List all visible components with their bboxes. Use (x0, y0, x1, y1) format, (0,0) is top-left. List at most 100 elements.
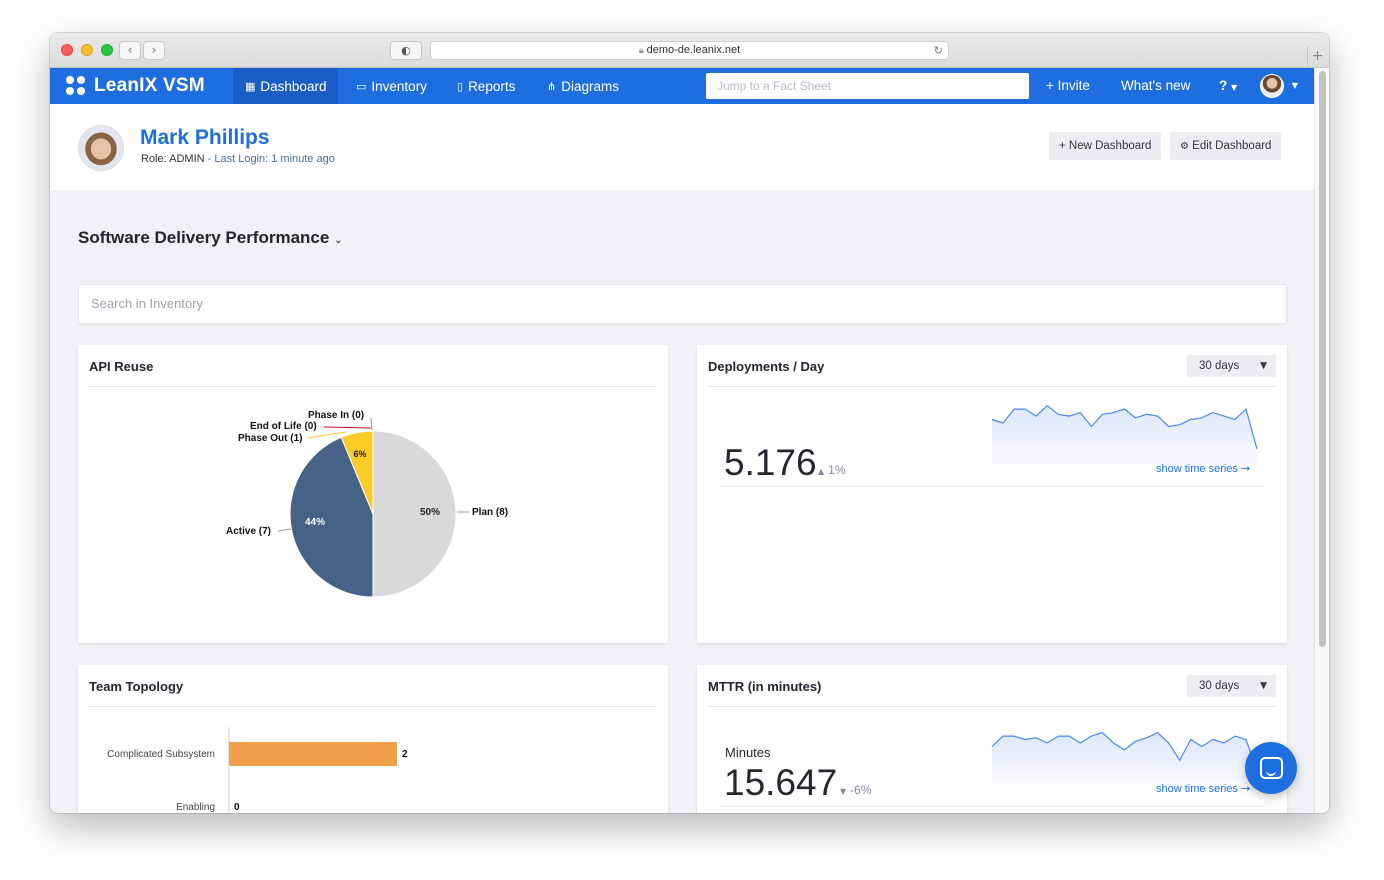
period-select-value: 30 days (1199, 360, 1240, 372)
period-select[interactable]: 30 days ▼ (1187, 355, 1276, 377)
leader-line-phase-in (370, 417, 373, 431)
sparkline-line (991, 731, 1258, 771)
address-bar[interactable]: 🔒︎ demo-de.leanix.net ↻ (430, 41, 949, 60)
deployments-delta-value: 1% (828, 463, 846, 477)
lock-icon: 🔒︎ (638, 46, 644, 56)
leader-line-active (277, 528, 292, 532)
divider (89, 386, 657, 387)
forward-button[interactable]: › (143, 41, 165, 60)
chevron-down-icon: ▼ (1231, 83, 1238, 92)
minimize-window-button[interactable] (81, 44, 93, 56)
close-window-button[interactable] (61, 44, 73, 56)
mttr-value: 15.647 (724, 762, 838, 803)
show-time-series-link[interactable]: show time series → (1156, 782, 1250, 795)
pie-slice-plan[interactable] (372, 430, 457, 598)
mttr-delta: ▼ -6% (840, 783, 872, 797)
arrow-right-icon: → (1240, 782, 1251, 795)
new-dashboard-button[interactable]: + New Dashboard (1049, 132, 1162, 160)
mttr-card: MTTR (in minutes) 30 days ▼ Minutes 15.64… (697, 665, 1287, 813)
pie-label-active: Active (7) (226, 526, 271, 537)
pie-percent-phase-out: 6% (353, 449, 366, 459)
edit-dashboard-button[interactable]: ⚙ Edit Dashboard (1170, 132, 1282, 160)
inventory-search-input[interactable]: Search in Inventory (78, 284, 1287, 324)
show-time-series-label: show time series (1156, 783, 1238, 795)
browser-titlebar: ‹ › ◐ 🔒︎ demo-de.leanix.net ↻ + (50, 33, 1329, 68)
user-avatar-menu[interactable] (1260, 74, 1284, 98)
reload-icon[interactable]: ↻ (933, 44, 943, 57)
leader-line-end-of-life (323, 426, 372, 429)
bar-chart-icon: ▯ (457, 79, 464, 93)
help-icon: ? (1219, 78, 1228, 93)
tab-inventory[interactable]: ▭ Inventory (344, 68, 439, 104)
bar-value-1: 0 (234, 802, 240, 813)
tab-reports[interactable]: ▯ Reports (445, 68, 527, 104)
gear-icon: ⚙ (1180, 141, 1189, 152)
pie-label-phase-in: Phase In (0) (308, 410, 364, 421)
card-title: Deployments / Day (708, 359, 825, 374)
new-tab-button[interactable]: + (1307, 46, 1327, 68)
whats-new-link[interactable]: What's new (1121, 78, 1191, 93)
pie-label-end-of-life: End of Life (0) (250, 421, 317, 432)
team-topology-bar-chart: Complicated Subsystem Enabling 2 0 (107, 727, 408, 813)
jump-to-fact-sheet-input[interactable] (706, 73, 1029, 99)
privacy-shield-icon[interactable]: ◐ (390, 41, 422, 60)
dashboard-selector[interactable]: Software Delivery Performance ⌄ (78, 228, 342, 248)
chevron-down-icon: ▼ (1260, 681, 1267, 691)
card-title: MTTR (in minutes) (708, 679, 822, 694)
divider (708, 386, 1276, 387)
url-text: demo-de.leanix.net (646, 44, 741, 56)
help-menu[interactable]: ? ▼ (1219, 68, 1237, 104)
mttr-unit-label: Minutes (725, 745, 771, 760)
arrow-right-icon: → (1240, 462, 1251, 475)
api-reuse-pie-chart: Plan (8) Active (7) Phase Out (1) End of… (226, 410, 508, 598)
period-select-value: 30 days (1199, 680, 1240, 692)
bar-complicated-subsystem (229, 742, 397, 766)
profile-header: Mark Phillips Role: ADMIN - Last Login: … (50, 104, 1314, 190)
sparkline-area (992, 732, 1257, 795)
pie-label-phase-out: Phase Out (1) (238, 433, 302, 444)
chat-support-button[interactable] (1245, 742, 1297, 794)
period-select[interactable]: 30 days ▼ (1187, 675, 1276, 697)
browser-window: ‹ › ◐ 🔒︎ demo-de.leanix.net ↻ + LeanIX VS… (50, 33, 1329, 813)
user-role: Role: ADMIN (141, 153, 205, 165)
inventory-icon: ▭ (356, 79, 367, 93)
invite-link[interactable]: + Invite (1046, 78, 1090, 93)
tab-diagrams[interactable]: ⋔ Diagrams (535, 68, 631, 104)
chevron-down-icon: ▼ (1260, 361, 1267, 371)
pie-percent-plan: 50% (420, 507, 440, 518)
zoom-window-button[interactable] (101, 44, 113, 56)
bar-value-0: 2 (402, 749, 408, 760)
triangle-up-icon: ▲ (818, 467, 825, 476)
pie-slice-active[interactable] (289, 436, 374, 598)
deployments-sparkline (719, 404, 1265, 487)
sitemap-icon: ⋔ (547, 79, 557, 93)
mttr-sparkline (719, 731, 1265, 807)
show-time-series-label: show time series (1156, 463, 1238, 475)
tab-reports-label: Reports (468, 78, 516, 94)
show-time-series-link[interactable]: show time series → (1156, 462, 1250, 475)
back-button[interactable]: ‹ (119, 41, 141, 60)
avatar (78, 125, 124, 171)
deployments-card: Deployments / Day 30 days ▼ 5.176 ▲ 1% sho… (697, 345, 1287, 643)
leader-line-phase-out (306, 431, 347, 439)
team-topology-card: Team Topology Complicated Subsystem Enab… (78, 665, 668, 813)
last-login: - Last Login: 1 minute ago (207, 153, 335, 165)
scrollbar-thumb[interactable] (1319, 71, 1326, 647)
sparkline-area (992, 405, 1257, 475)
bar-category-1: Enabling (176, 802, 215, 813)
pie-percent-active: 44% (305, 517, 325, 528)
chevron-down-icon: ⌄ (334, 235, 343, 246)
bar-category-0: Complicated Subsystem (107, 749, 215, 760)
brand-logo[interactable]: LeanIX VSM (66, 68, 205, 104)
pie-slice-phase-out[interactable] (340, 430, 374, 515)
tab-dashboard-label: Dashboard (260, 78, 327, 94)
deployments-delta: ▲ 1% (818, 463, 846, 477)
edit-dashboard-label: Edit Dashboard (1192, 140, 1272, 152)
user-name[interactable]: Mark Phillips (140, 126, 270, 149)
triangle-down-icon: ▼ (840, 787, 847, 796)
page-scrollbar[interactable] (1314, 68, 1329, 813)
mttr-delta-value: -6% (850, 783, 872, 797)
tab-diagrams-label: Diagrams (561, 78, 619, 94)
divider (89, 706, 657, 707)
tab-dashboard[interactable]: ▦ Dashboard (233, 68, 339, 104)
